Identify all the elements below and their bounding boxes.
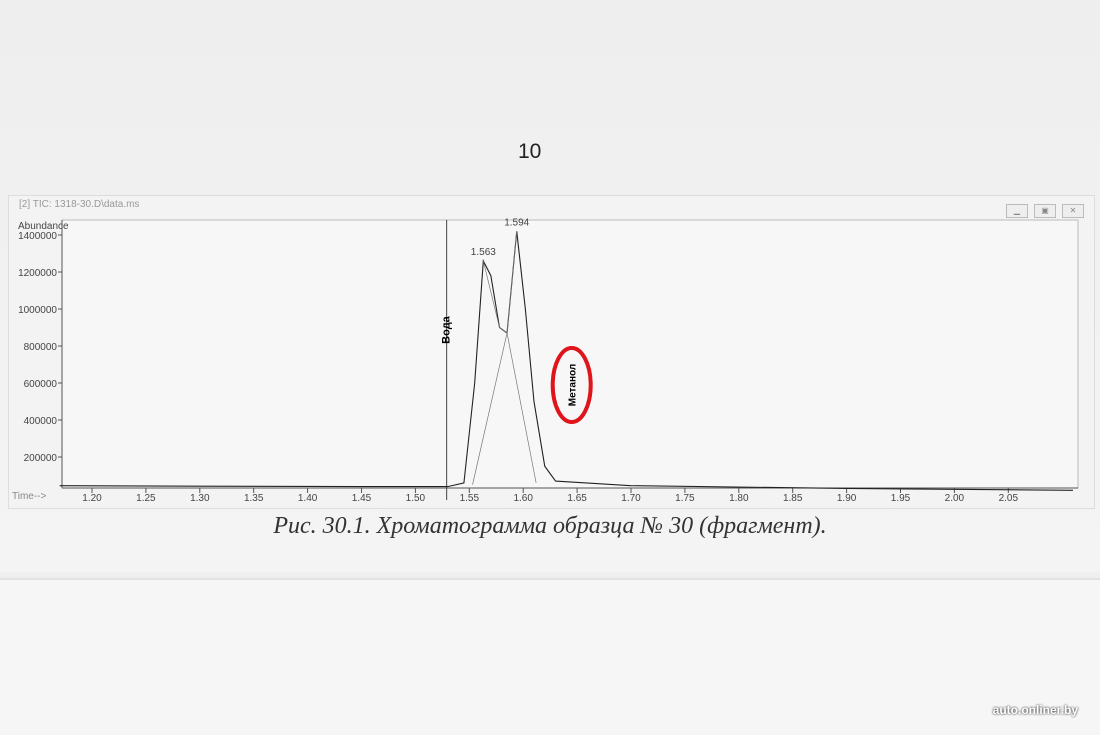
minimize-button[interactable]: ▁ bbox=[1006, 204, 1028, 218]
x-tick-label: 1.40 bbox=[298, 493, 318, 504]
window-title: [2] TIC: 1318-30.D\data.ms bbox=[19, 199, 140, 210]
y-tick-label: 600000 bbox=[24, 379, 58, 390]
y-axis-label: Abundance bbox=[18, 221, 69, 232]
x-tick-label: 1.50 bbox=[406, 493, 426, 504]
figure-caption: Рис. 30.1. Хроматограмма образца № 30 (ф… bbox=[273, 513, 827, 539]
x-tick-label: 1.80 bbox=[729, 493, 749, 504]
marker-label-water: Вода bbox=[441, 315, 453, 344]
highlight-ellipse bbox=[550, 346, 593, 424]
close-button[interactable]: ✕ bbox=[1062, 204, 1084, 218]
y-tick-label: 1400000 bbox=[18, 231, 57, 242]
x-tick-label: 1.65 bbox=[567, 493, 587, 504]
x-tick-label: 2.05 bbox=[999, 493, 1019, 504]
x-tick-label: 1.85 bbox=[783, 493, 803, 504]
x-tick-label: 1.75 bbox=[675, 493, 695, 504]
x-tick-label: 2.00 bbox=[945, 493, 965, 504]
y-tick-label: 200000 bbox=[24, 453, 58, 464]
y-tick-label: 800000 bbox=[24, 342, 58, 353]
y-tick-label: 400000 bbox=[24, 416, 58, 427]
watermark: auto.onliner.by bbox=[992, 703, 1078, 717]
peak-label: 1.563 bbox=[471, 247, 496, 258]
component-trace bbox=[482, 260, 537, 483]
peak-label: 1.594 bbox=[504, 217, 529, 228]
x-tick-label: 1.30 bbox=[190, 493, 210, 504]
x-tick-label: 1.35 bbox=[244, 493, 264, 504]
x-tick-label: 1.90 bbox=[837, 493, 857, 504]
x-tick-label: 1.45 bbox=[352, 493, 372, 504]
x-tick-label: 1.60 bbox=[513, 493, 533, 504]
x-tick-label: 1.25 bbox=[136, 493, 156, 504]
y-tick-label: 1000000 bbox=[18, 305, 57, 316]
x-axis-label: Time--> bbox=[12, 491, 47, 502]
plot-area bbox=[61, 219, 1079, 489]
maximize-button[interactable]: ▣ bbox=[1034, 204, 1056, 218]
x-tick-label: 1.55 bbox=[460, 493, 480, 504]
page-number: 10 bbox=[518, 140, 542, 163]
x-tick-label: 1.20 bbox=[82, 493, 102, 504]
x-tick-label: 1.95 bbox=[891, 493, 911, 504]
x-tick-label: 1.70 bbox=[621, 493, 641, 504]
annotation-methanol: Метанол bbox=[568, 364, 579, 406]
chromatogram-chart: Abundance Time--> 200000 400000 600000 800000… bbox=[12, 217, 1079, 504]
y-tick-label: 1200000 bbox=[18, 268, 57, 279]
next-page bbox=[0, 578, 1100, 735]
